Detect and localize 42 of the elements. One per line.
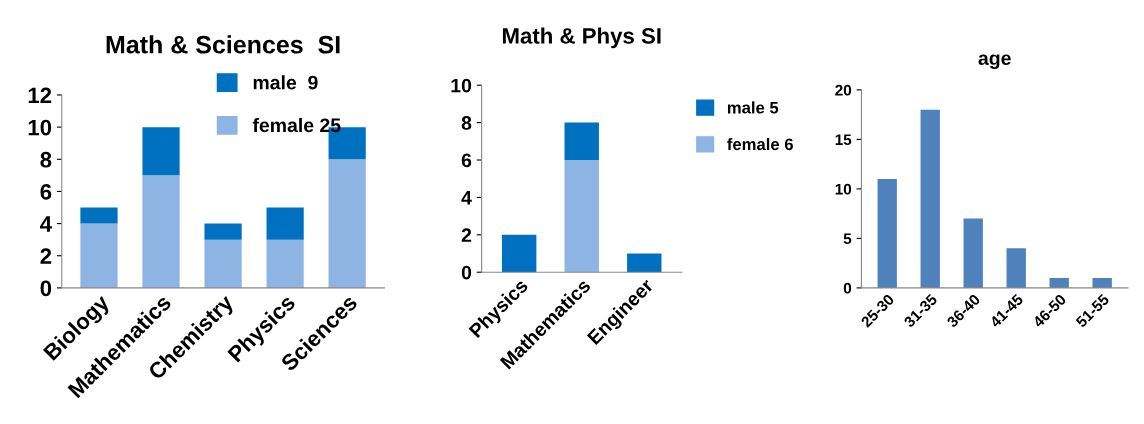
y-tick-label: 15 xyxy=(835,134,852,146)
y-tick-label: 6 xyxy=(461,153,472,168)
y-tick-label: 4 xyxy=(461,191,472,205)
y-tick-label: 20 xyxy=(835,84,852,96)
bar xyxy=(501,234,537,273)
legend-label: male 5 xyxy=(727,101,779,114)
bar xyxy=(1006,248,1026,288)
chart-title: Math & Sciences SI xyxy=(106,35,340,54)
y-tick-label: 0 xyxy=(843,282,852,294)
legend-label: male 9 xyxy=(253,75,318,90)
y-tick-label: 10 xyxy=(451,78,472,93)
bar xyxy=(266,207,304,240)
bar xyxy=(564,160,599,273)
bar xyxy=(627,253,662,273)
y-tick-label: 8 xyxy=(40,151,52,168)
bar xyxy=(142,175,180,288)
y-tick-label: 0 xyxy=(40,280,52,297)
bar xyxy=(80,223,118,288)
bar xyxy=(80,207,118,224)
y-tick-label: 0 xyxy=(461,265,472,280)
y-tick-label: 8 xyxy=(461,116,472,130)
bar xyxy=(142,127,180,176)
y-tick-label: 5 xyxy=(843,233,852,245)
y-tick-label: 4 xyxy=(40,216,52,232)
chart-title: Math & Phys SI xyxy=(502,27,661,49)
legend-label: female 6 xyxy=(727,137,793,151)
bar xyxy=(920,109,940,288)
y-tick-label: 12 xyxy=(28,87,52,104)
y-tick-label: 10 xyxy=(28,119,52,136)
bar xyxy=(266,239,304,288)
y-tick-label: 2 xyxy=(461,228,472,242)
y-tick-label: 2 xyxy=(40,248,52,264)
bar xyxy=(204,223,242,240)
bar xyxy=(564,122,599,161)
chart-title: age xyxy=(978,54,1011,70)
bar xyxy=(328,159,366,288)
y-tick-label: 10 xyxy=(835,183,852,195)
bar xyxy=(877,178,897,288)
bar xyxy=(204,239,242,288)
legend-label: female 25 xyxy=(252,117,341,133)
bar xyxy=(963,218,983,288)
y-tick-label: 6 xyxy=(40,183,52,200)
